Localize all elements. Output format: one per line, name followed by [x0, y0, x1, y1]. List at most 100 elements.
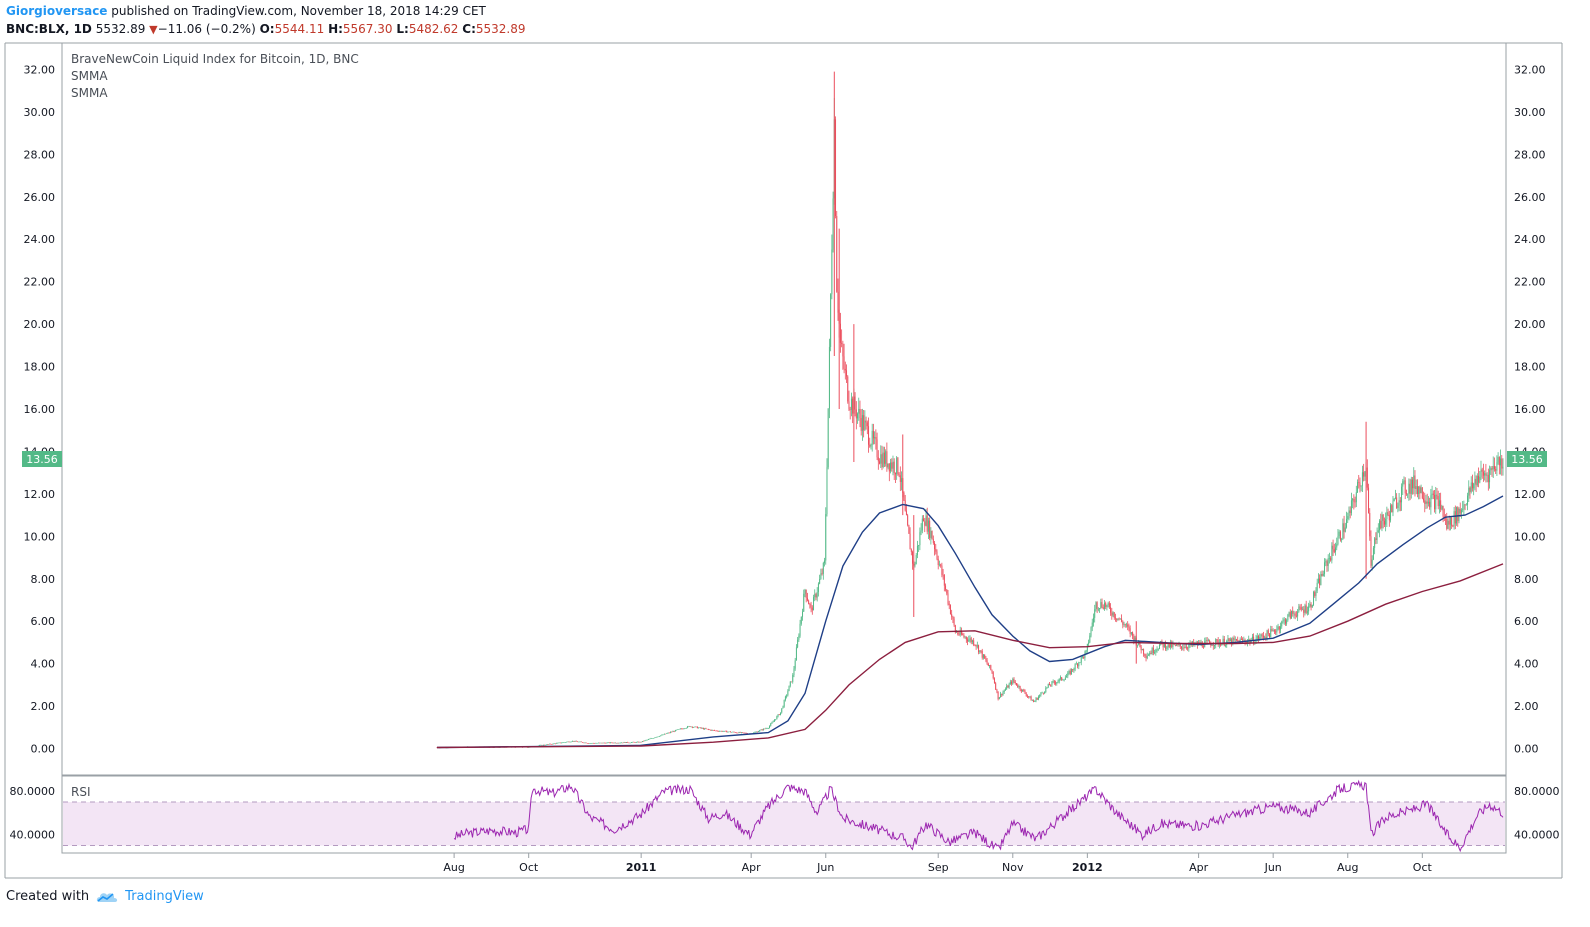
candle — [720, 730, 722, 732]
candle-body — [1328, 558, 1330, 559]
candle — [731, 731, 733, 733]
candle — [1322, 570, 1324, 577]
candle-body — [1030, 696, 1032, 701]
symbol-label: BNC:BLX, 1D — [6, 22, 92, 36]
candle — [541, 744, 543, 746]
candle-body — [700, 727, 702, 729]
candle — [550, 743, 552, 745]
candle — [1185, 643, 1187, 650]
candle-body — [888, 463, 890, 472]
candle-body — [1293, 613, 1295, 615]
candle-body — [953, 618, 955, 626]
candle — [806, 592, 808, 602]
candle-body — [1275, 631, 1277, 633]
candle-body — [1280, 626, 1282, 630]
candle — [802, 608, 804, 621]
candle — [1476, 473, 1478, 487]
candle — [849, 406, 851, 420]
author-link[interactable]: Giorgioversace — [6, 4, 108, 18]
candle — [586, 743, 588, 744]
candle-body — [1112, 612, 1114, 616]
candle — [809, 602, 811, 609]
candle-body — [1122, 621, 1124, 625]
candle-body — [1141, 649, 1143, 651]
y-tick-right: 6.00 — [1514, 615, 1539, 628]
candle-body — [1291, 610, 1293, 619]
candle — [1183, 644, 1185, 652]
candle-body — [1169, 642, 1171, 648]
candle — [658, 735, 660, 737]
candle — [1295, 611, 1297, 618]
candle — [672, 730, 674, 732]
candle — [585, 742, 587, 744]
candle-body — [1341, 539, 1343, 540]
candle — [1459, 502, 1461, 517]
candle — [684, 728, 686, 730]
candle — [789, 681, 791, 688]
candle-body — [1114, 617, 1116, 619]
candle — [1449, 516, 1451, 531]
candle-body — [1003, 690, 1005, 693]
y-tick-right: 20.00 — [1514, 318, 1546, 331]
candle-body — [1325, 561, 1327, 563]
rsi-series-line — [453, 779, 1504, 853]
candle — [995, 681, 997, 691]
candle-body — [1085, 650, 1087, 653]
candle-body — [1359, 482, 1361, 487]
candle-body — [998, 697, 1000, 700]
candle-body — [855, 409, 857, 419]
candle — [1114, 613, 1116, 622]
candle — [1118, 617, 1120, 621]
y-tick-left: 30.00 — [24, 106, 56, 119]
candle-body — [1101, 602, 1103, 608]
candle — [738, 731, 740, 734]
candle — [1059, 675, 1061, 681]
candle-body — [728, 731, 730, 733]
candle-body — [1031, 700, 1033, 702]
candle — [784, 695, 786, 702]
x-tick-label: Nov — [1002, 861, 1024, 874]
y-tick-left: 4.00 — [31, 658, 56, 671]
candle-body — [1501, 458, 1503, 469]
candle-body — [901, 478, 903, 482]
candle-body — [1392, 501, 1394, 513]
candle — [920, 523, 922, 536]
candle-body — [1321, 574, 1323, 576]
candle-body — [597, 742, 599, 744]
candle-body — [693, 727, 695, 728]
candle-body — [622, 742, 624, 744]
candle-body — [963, 635, 965, 637]
candle — [854, 392, 856, 417]
candle — [663, 733, 665, 735]
candle-body — [672, 731, 674, 732]
y-tick-left: 20.00 — [24, 318, 56, 331]
candle-body — [1107, 603, 1109, 606]
candle — [1261, 632, 1263, 640]
candle — [1095, 601, 1097, 612]
candle-body — [696, 726, 698, 729]
candle-body — [819, 579, 821, 584]
candle-body — [1451, 517, 1453, 526]
candle — [1122, 620, 1124, 629]
candle — [1486, 472, 1488, 483]
candle-body — [647, 739, 649, 740]
candle — [1462, 501, 1464, 513]
candle-body — [907, 515, 909, 526]
y-tick-left: 8.00 — [31, 573, 56, 586]
candle-body — [1271, 629, 1273, 631]
candle — [599, 742, 601, 744]
candle — [810, 601, 812, 613]
candle-body — [586, 743, 588, 744]
candle — [877, 450, 879, 470]
candle-body — [1041, 692, 1043, 694]
tradingview-link[interactable]: TradingView — [125, 889, 204, 904]
candle — [743, 732, 745, 734]
candle — [1084, 650, 1086, 661]
candle — [580, 741, 582, 743]
candle-body — [1059, 677, 1061, 679]
candle — [1046, 687, 1048, 689]
candle-body — [940, 564, 942, 566]
x-tick-label: Aug — [443, 861, 464, 874]
candle — [1216, 638, 1218, 643]
